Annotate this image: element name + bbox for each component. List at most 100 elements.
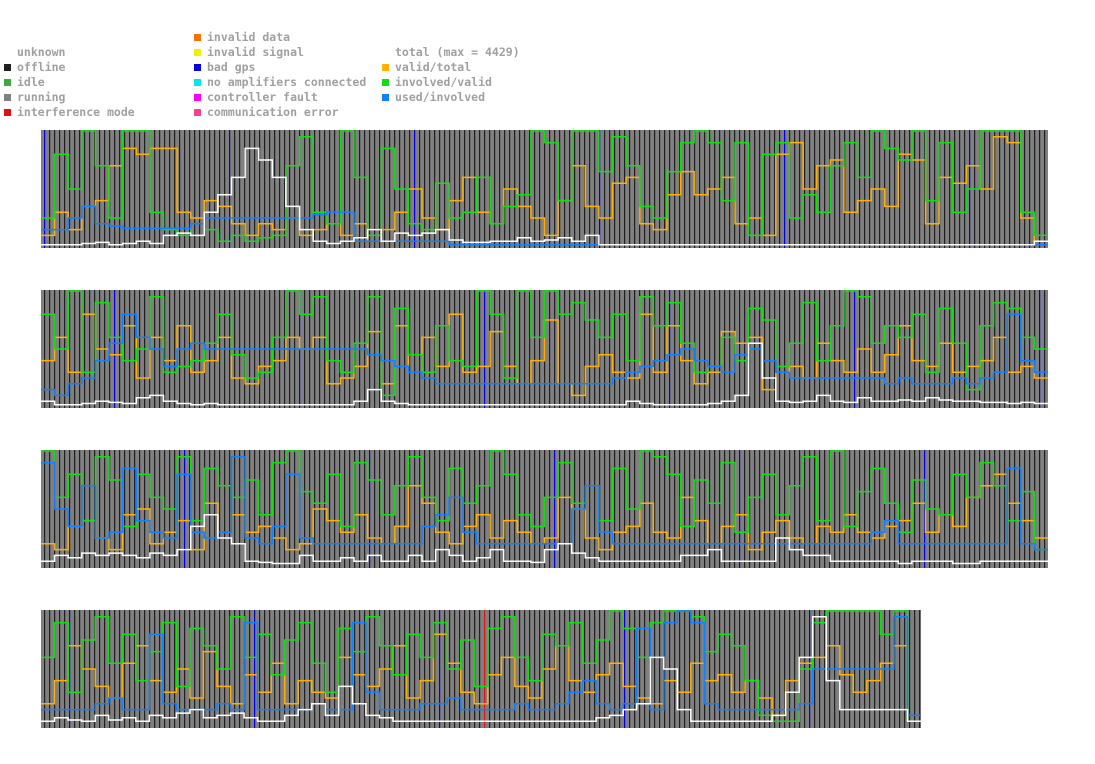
status-stripe xyxy=(219,130,221,248)
status-stripe xyxy=(244,130,246,248)
series-total-line xyxy=(41,147,1048,246)
status-stripe xyxy=(284,450,286,568)
status-stripe xyxy=(194,450,196,568)
status-stripe xyxy=(1044,450,1046,568)
status-stripe xyxy=(834,130,836,248)
status-stripe xyxy=(794,450,796,568)
status-stripe xyxy=(499,290,501,408)
status-stripe xyxy=(914,450,916,568)
status-stripe xyxy=(729,610,731,728)
status-stripe xyxy=(369,290,371,408)
status-stripe xyxy=(974,290,976,408)
status-stripe xyxy=(549,450,551,568)
status-stripe xyxy=(1014,290,1016,408)
status-stripe xyxy=(734,610,736,728)
status-stripe xyxy=(164,130,166,248)
status-stripe xyxy=(424,130,426,248)
status-stripe xyxy=(224,450,226,568)
legend-label: invalid signal xyxy=(207,45,304,59)
status-stripe xyxy=(89,290,91,408)
status-stripe xyxy=(474,450,476,568)
status-stripe xyxy=(929,130,931,248)
status-stripe xyxy=(894,130,896,248)
status-stripe xyxy=(379,290,381,408)
status-stripe xyxy=(514,450,516,568)
status-stripe xyxy=(944,290,946,408)
status-stripe xyxy=(229,450,231,568)
legend-swatch xyxy=(382,79,389,86)
status-stripe xyxy=(954,130,956,248)
legend-swatch xyxy=(382,64,389,71)
status-stripe xyxy=(969,450,971,568)
status-stripe xyxy=(104,610,106,728)
status-stripe xyxy=(564,610,566,728)
status-stripe xyxy=(69,610,71,728)
status-stripe xyxy=(269,610,271,728)
status-stripe xyxy=(354,610,356,728)
status-stripe xyxy=(49,450,51,568)
status-stripe xyxy=(879,290,881,408)
status-stripe xyxy=(819,290,821,408)
status-stripe xyxy=(294,610,296,728)
status-stripe xyxy=(299,130,301,248)
status-stripe xyxy=(139,130,141,248)
status-stripe xyxy=(494,610,496,728)
legend-label: offline xyxy=(17,60,66,74)
status-stripe xyxy=(79,610,81,728)
status-stripe xyxy=(409,450,411,568)
status-stripe xyxy=(869,130,871,248)
status-stripe xyxy=(944,450,946,568)
status-stripe xyxy=(839,290,841,408)
chart-row xyxy=(41,130,1048,248)
status-stripe xyxy=(419,450,421,568)
legend-label: idle xyxy=(17,75,45,89)
status-stripe xyxy=(324,130,326,248)
status-stripe xyxy=(334,450,336,568)
status-stripe xyxy=(774,610,776,728)
status-stripe xyxy=(664,130,666,248)
status-stripe xyxy=(359,130,361,248)
status-stripe xyxy=(984,290,986,408)
status-stripe xyxy=(144,130,146,248)
status-stripe xyxy=(444,290,446,408)
status-stripe xyxy=(759,610,761,728)
status-stripe xyxy=(344,130,346,248)
status-stripe xyxy=(604,450,606,568)
status-stripe xyxy=(374,290,376,408)
status-stripe xyxy=(604,290,606,408)
status-stripe xyxy=(729,450,731,568)
status-stripe xyxy=(819,130,821,248)
status-stripe xyxy=(99,610,101,728)
series-total-line xyxy=(41,514,1048,565)
status-stripe xyxy=(209,450,211,568)
legend-label: valid/total xyxy=(395,60,472,74)
status-stripe xyxy=(474,130,476,248)
legend-swatch xyxy=(4,94,11,101)
status-stripe xyxy=(439,130,441,248)
status-stripe xyxy=(434,610,436,728)
status-stripe xyxy=(199,450,201,568)
status-stripe xyxy=(434,290,436,408)
status-stripe xyxy=(784,450,786,568)
status-stripe xyxy=(519,610,521,728)
status-stripe xyxy=(364,610,366,728)
status-stripe xyxy=(844,290,846,408)
status-stripe xyxy=(994,290,996,408)
status-stripe xyxy=(524,450,526,568)
status-stripe xyxy=(919,130,921,248)
status-stripe xyxy=(274,450,276,568)
status-stripe xyxy=(924,290,926,408)
status-stripe xyxy=(509,290,511,408)
status-stripe xyxy=(1014,130,1016,248)
status-stripe xyxy=(984,450,986,568)
status-stripe xyxy=(549,290,551,408)
status-stripe xyxy=(254,450,256,568)
status-stripe xyxy=(49,610,51,728)
status-stripe xyxy=(794,290,796,408)
status-stripe xyxy=(329,130,331,248)
status-stripe xyxy=(954,290,956,408)
status-stripe xyxy=(909,450,911,568)
status-stripe xyxy=(579,130,581,248)
status-stripe xyxy=(814,450,816,568)
legend-swatch xyxy=(194,64,201,71)
